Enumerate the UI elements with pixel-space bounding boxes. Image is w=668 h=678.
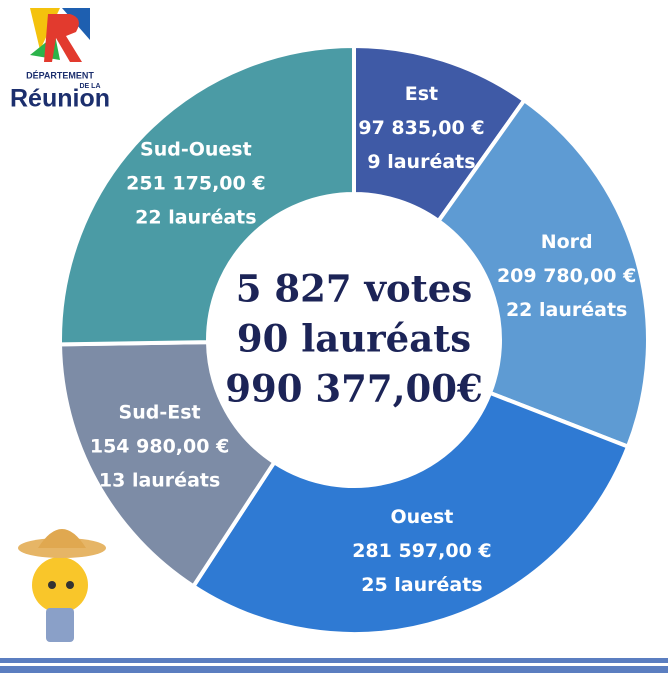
slice-laureates: 22 lauréats bbox=[135, 207, 256, 229]
slice-name: Nord bbox=[541, 231, 593, 253]
slice bbox=[190, 390, 631, 636]
logo-shape bbox=[44, 14, 82, 62]
slice-name: Sud-Est bbox=[119, 402, 201, 424]
slice-laureates: 9 lauréats bbox=[367, 151, 475, 173]
slice bbox=[435, 97, 650, 450]
slice-amount: 251 175,00 € bbox=[126, 173, 265, 195]
slice-amount: 97 835,00 € bbox=[358, 117, 484, 139]
center-text: 990 377,00€ bbox=[225, 367, 482, 411]
eye bbox=[66, 581, 74, 589]
footer-stripe bbox=[0, 666, 668, 673]
slice-laureates: 13 lauréats bbox=[99, 470, 220, 492]
slice-amount: 281 597,00 € bbox=[352, 540, 491, 562]
logo: DÉPARTEMENT DE LA Réunion bbox=[10, 6, 110, 113]
logo-text: Réunion bbox=[10, 85, 110, 113]
hat bbox=[38, 529, 86, 548]
slice-name: Est bbox=[405, 83, 438, 105]
center-text: 90 lauréats bbox=[237, 317, 471, 361]
slice bbox=[58, 340, 278, 590]
slice-amount: 154 980,00 € bbox=[90, 436, 229, 458]
slice-laureates: 22 lauréats bbox=[506, 299, 627, 321]
logo-text: DÉPARTEMENT bbox=[26, 70, 94, 80]
mascot bbox=[18, 529, 106, 642]
bulb-base bbox=[46, 608, 74, 642]
eye bbox=[48, 581, 56, 589]
logo-text: DE LA bbox=[80, 83, 101, 90]
slice bbox=[58, 43, 356, 347]
slice-name: Ouest bbox=[390, 506, 453, 528]
center-text: 5 827 votes bbox=[236, 267, 472, 311]
slice-laureates: 25 lauréats bbox=[361, 574, 482, 596]
footer-stripe bbox=[0, 658, 668, 663]
donut-chart: Est 97 835,00 € 9 lauréats Nord 209 780,00 €… bbox=[58, 43, 650, 636]
slice-name: Sud-Ouest bbox=[140, 139, 252, 161]
slice-amount: 209 780,00 € bbox=[497, 265, 636, 287]
bulb bbox=[32, 557, 88, 613]
